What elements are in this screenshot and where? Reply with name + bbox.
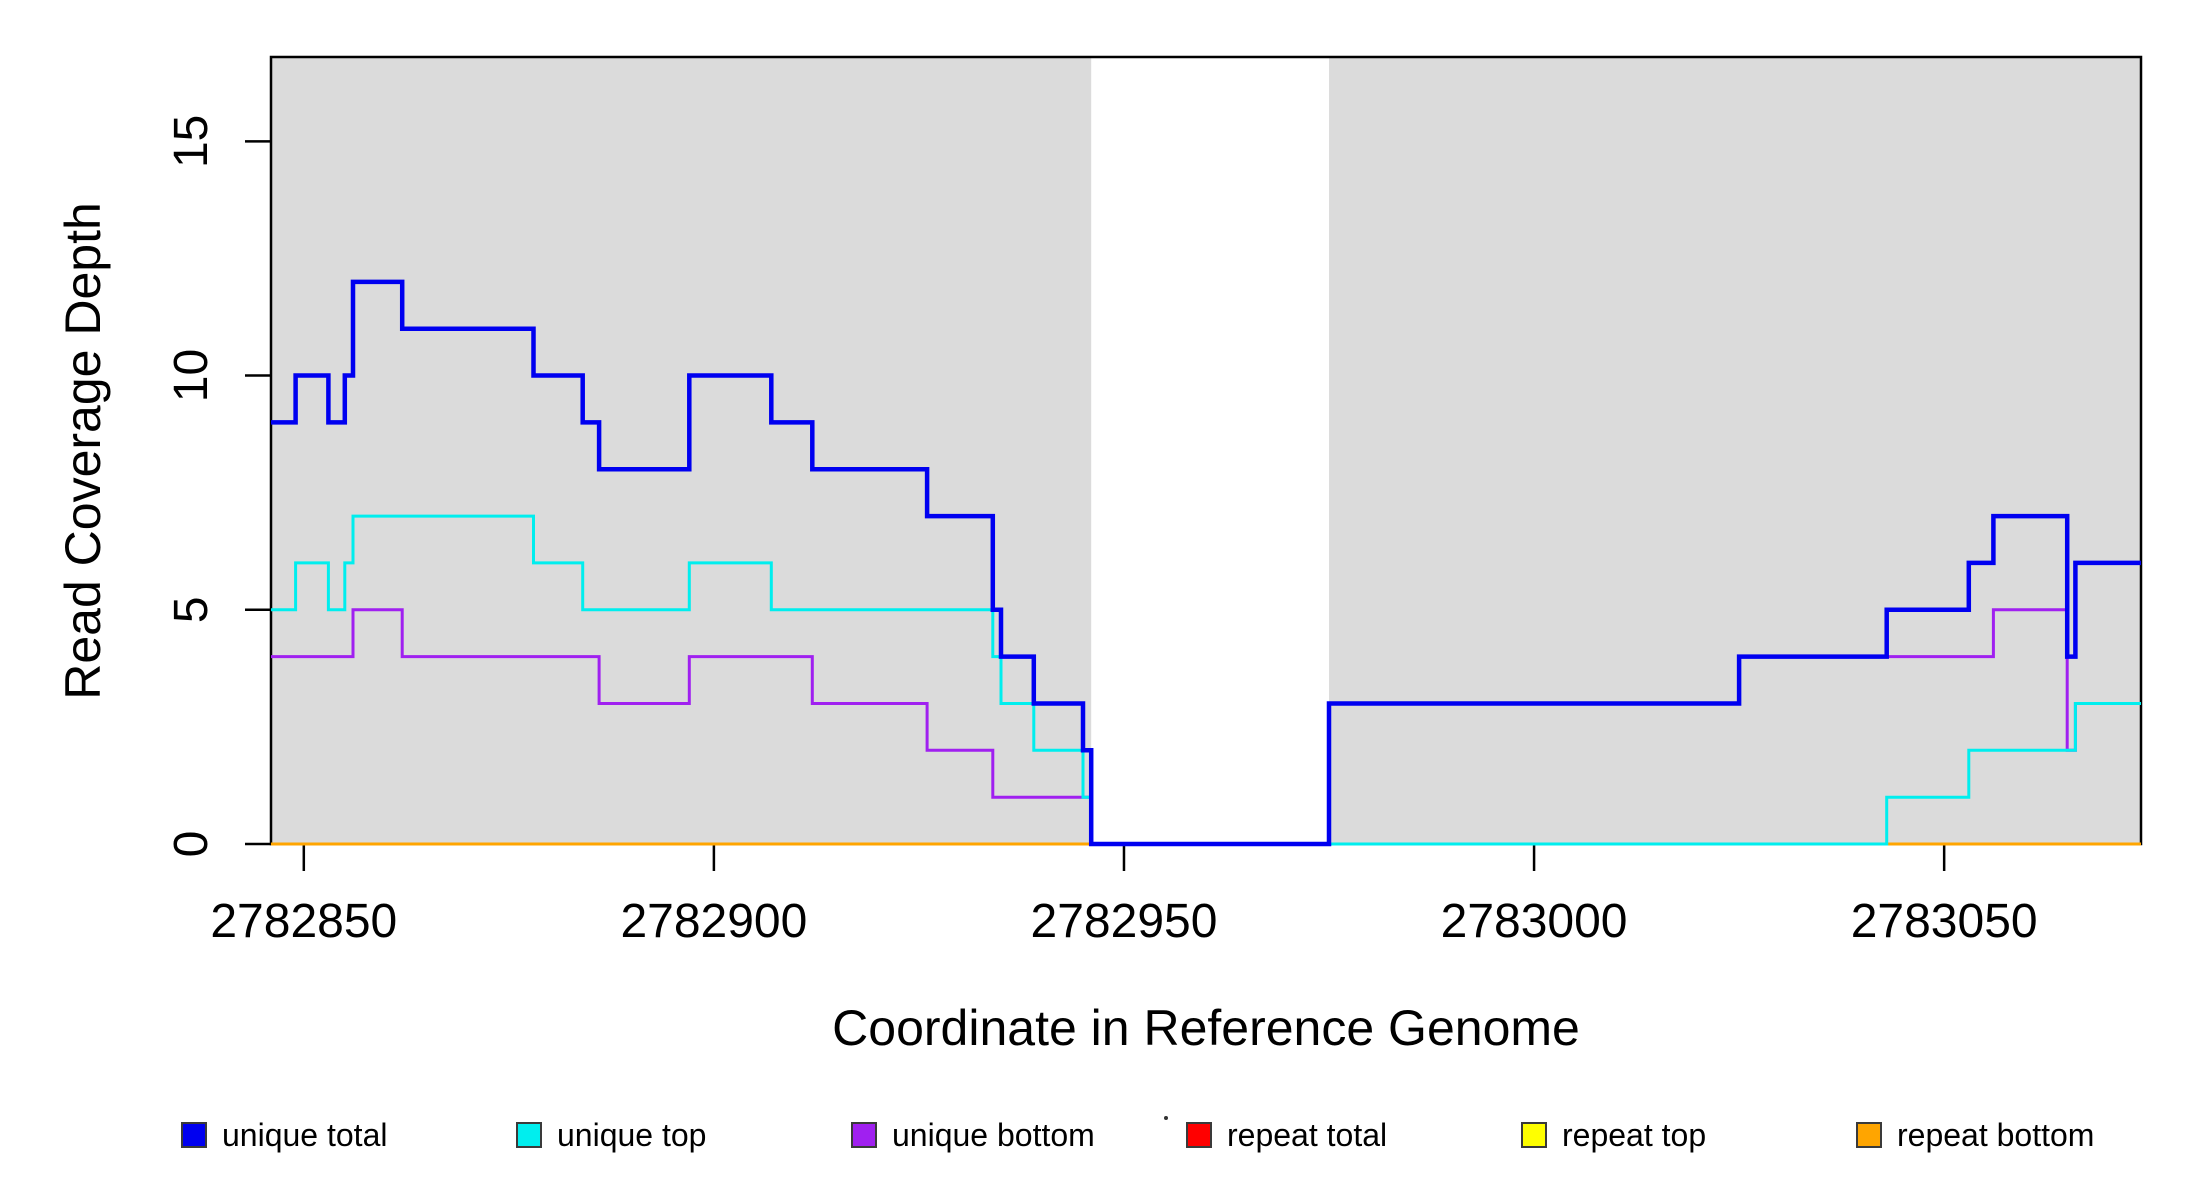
x-axis-tick-label: 2782900: [620, 895, 807, 948]
series-lines-layer: [271, 279, 2141, 847]
x-axis-tick-label: 2782950: [1031, 895, 1218, 948]
x-axis-tick-label: 2783050: [1851, 895, 2038, 948]
shaded-region: [271, 57, 1092, 844]
series-line-unique-bottom: [271, 608, 2141, 846]
series-line-unique-top: [271, 514, 2141, 846]
x-axis-tick-label: 2782850: [210, 895, 397, 948]
y-axis-tick-label: 15: [165, 115, 218, 168]
y-axis-title: Read Coverage Depth: [55, 202, 111, 700]
x-axis-tick-label: 2783000: [1441, 895, 1628, 948]
axis-ticks-layer: 2782850 2782900 2782950 2783000 2783050 0 5 10 1…: [165, 115, 2038, 948]
y-axis-tick-label: 0: [165, 831, 218, 858]
y-axis-tick-label: 10: [165, 349, 218, 402]
shaded-region: [1329, 57, 2141, 844]
stray-dot-mark: [1164, 1116, 1168, 1120]
y-axis-tick-label: 5: [165, 596, 218, 623]
x-axis-title: Coordinate in Reference Genome: [832, 1000, 1580, 1056]
series-line-unique-total: [271, 279, 2141, 847]
shaded-regions-layer: [271, 57, 2141, 844]
